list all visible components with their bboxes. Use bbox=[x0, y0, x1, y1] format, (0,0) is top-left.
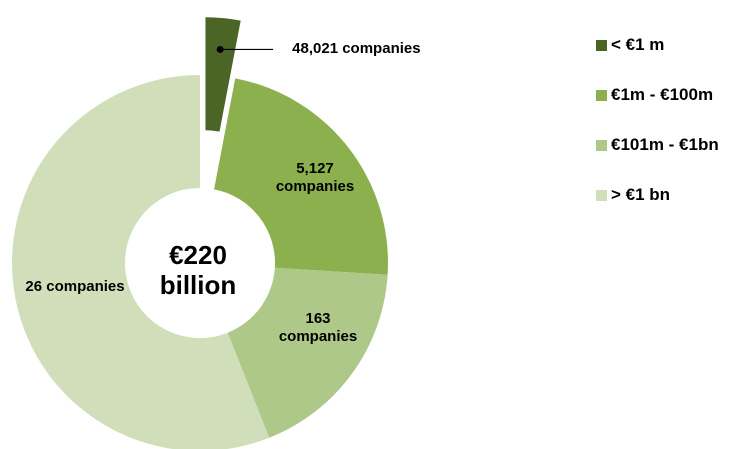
slice-label: 5,127 companies bbox=[275, 160, 355, 195]
donut-slice bbox=[205, 17, 241, 132]
legend-swatch bbox=[596, 89, 607, 101]
legend-label: < €1 m bbox=[611, 35, 665, 54]
legend: < €1 m €1m - €100m €101m - €1bn > €1 bn bbox=[596, 20, 719, 220]
legend-swatch bbox=[596, 189, 607, 201]
donut-slice bbox=[12, 75, 270, 449]
donut-slice bbox=[227, 267, 388, 438]
donut-slice bbox=[214, 78, 388, 275]
legend-item: > €1 bn bbox=[596, 170, 719, 220]
center-label: €220 billion bbox=[159, 240, 237, 300]
legend-swatch bbox=[596, 39, 607, 51]
legend-item: €1m - €100m bbox=[596, 70, 719, 120]
legend-label: > €1 bn bbox=[611, 185, 671, 204]
legend-item: < €1 m bbox=[596, 20, 719, 70]
legend-item: €101m - €1bn bbox=[596, 120, 719, 170]
legend-swatch bbox=[596, 139, 607, 151]
slice-label: 48,021 companies bbox=[292, 40, 421, 58]
legend-label: €1m - €100m bbox=[611, 85, 714, 104]
legend-label: €101m - €1bn bbox=[611, 135, 719, 154]
slice-label: 163 companies bbox=[278, 310, 358, 345]
slice-label: 26 companies bbox=[25, 278, 125, 295]
